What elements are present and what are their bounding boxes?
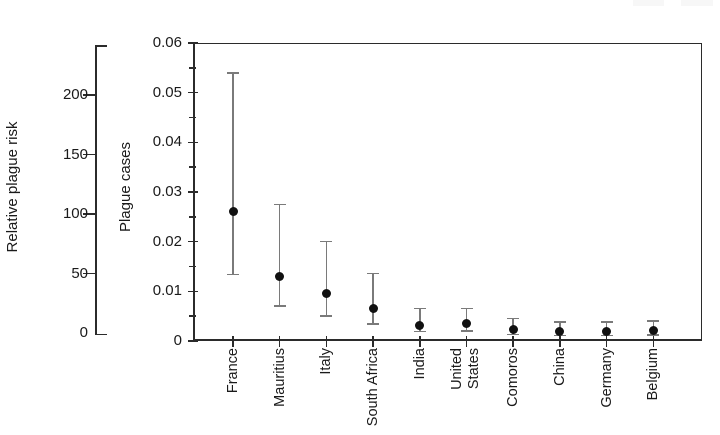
x-axis-category-label: Mauritius [271, 348, 288, 407]
error-bar-cap-top [647, 320, 660, 322]
y-axis-tick [188, 191, 198, 193]
y-axis-tick [188, 42, 198, 44]
error-bar-cap-bottom [413, 330, 426, 333]
error-bar-cap-top [413, 307, 426, 310]
data-point-marker [228, 207, 238, 217]
data-point-marker [275, 271, 285, 281]
y-axis-tick [188, 240, 198, 243]
y-axis-tick [188, 290, 198, 293]
y-axis-minor-tick [189, 216, 196, 218]
error-bar [372, 273, 374, 325]
error-bar-cap-top [600, 321, 613, 323]
x-axis-category-label: Belgium [645, 348, 662, 401]
error-bar [278, 204, 281, 307]
data-point-marker [462, 319, 471, 329]
error-bar-cap-bottom [227, 273, 239, 276]
x-axis-tick [605, 336, 608, 347]
y-axis-tick-label: 0.01 [152, 282, 182, 300]
error-bar-cap-top [320, 240, 333, 243]
y-axis-tick-label: 0.02 [152, 232, 182, 250]
y-axis-minor-tick [189, 166, 196, 168]
error-bar-cap-bottom [320, 315, 333, 317]
error-bar-cap-top [553, 321, 566, 323]
x-axis-tick [652, 336, 655, 347]
secondary-axis-tick-label: 50 [71, 264, 88, 282]
x-axis-tick [372, 336, 374, 347]
y-axis-tick-label: 0.03 [152, 183, 182, 200]
x-axis-tick [512, 336, 514, 347]
secondary-axis-bottom-cap [95, 333, 107, 335]
error-bar-cap-top [273, 203, 286, 206]
error-bar [325, 241, 328, 317]
secondary-axis-tick-label: 150 [62, 145, 88, 163]
secondary-axis-tick-label: 100 [62, 205, 88, 222]
y-axis-tick [188, 340, 198, 342]
x-axis-category-label: Comoros [505, 348, 522, 407]
y-axis-minor-tick [189, 265, 196, 268]
y-axis-tick-label: 0.04 [152, 133, 182, 151]
secondary-axis-title: Relative plague risk [4, 121, 21, 253]
error-bar-cap-bottom [460, 330, 473, 332]
x-axis-category-label: Italy [318, 348, 335, 375]
secondary-axis-line [95, 45, 97, 335]
x-axis-category-label: South Africa [365, 348, 382, 427]
error-bar [419, 308, 421, 332]
secondary-axis-tick [83, 272, 95, 275]
plot-frame [193, 43, 702, 341]
error-bar-cap-top [367, 272, 380, 275]
y-axis-tick [188, 91, 198, 94]
secondary-axis-tick-label: 200 [62, 86, 88, 103]
error-bar-cap-bottom [273, 305, 286, 307]
secondary-axis-tick-label: 0 [79, 324, 88, 341]
data-point-marker [602, 326, 612, 336]
data-point-marker [368, 303, 378, 313]
x-axis-tick [325, 336, 328, 347]
data-point-marker [555, 326, 565, 336]
x-axis-category-label: India [411, 348, 428, 380]
error-bar-cap-top [507, 317, 520, 320]
error-bar-cap-bottom [647, 334, 660, 336]
error-bar-cap-top [460, 307, 473, 310]
x-axis-tick [232, 336, 234, 347]
x-axis-tick [465, 336, 468, 347]
data-point-marker [321, 288, 331, 298]
data-point-marker [648, 326, 658, 336]
cropped-artifact [681, 0, 713, 6]
secondary-axis-tick [83, 94, 95, 96]
y-axis-minor-tick [189, 116, 196, 119]
cropped-artifact [633, 0, 664, 6]
x-axis-category-label: United States [448, 348, 482, 390]
x-axis-category-label: Germany [598, 348, 615, 408]
secondary-axis-tick [83, 213, 95, 215]
x-axis-tick [559, 336, 561, 347]
data-point-marker [508, 325, 518, 335]
y-axis-minor-tick [189, 315, 196, 317]
error-bar-cap-bottom [507, 333, 520, 336]
error-bar [232, 72, 234, 275]
y-axis-tick-label: 0.06 [152, 34, 182, 51]
error-bar-cap-top [227, 72, 239, 74]
data-point-marker [415, 320, 425, 330]
secondary-axis-tick [83, 153, 95, 156]
y-axis-tick-label: 0.05 [152, 83, 182, 101]
y-axis-minor-tick [189, 67, 196, 69]
error-bar-cap-bottom [367, 323, 380, 325]
x-axis-category-label: China [551, 348, 568, 386]
secondary-axis-top-cap [95, 45, 107, 47]
x-axis-category-label: France [225, 348, 241, 394]
y-axis-tick-label: 0 [173, 332, 182, 349]
x-axis-tick [278, 336, 281, 347]
y-axis-tick [188, 141, 198, 144]
x-axis-tick [419, 336, 421, 347]
